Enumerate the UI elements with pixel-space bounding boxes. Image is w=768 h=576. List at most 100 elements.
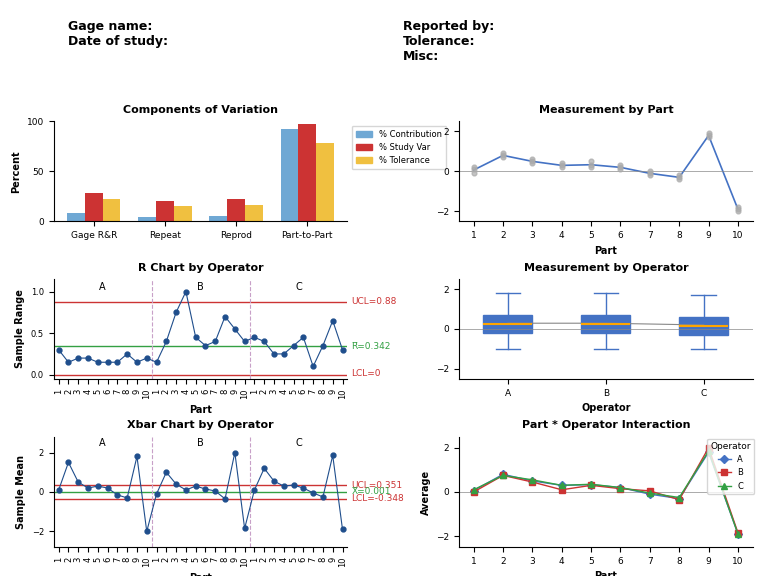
Point [555,159,568,168]
Text: Reported by:
Tolerance:
Misc:: Reported by: Tolerance: Misc: [403,20,495,63]
Title: Components of Variation: Components of Variation [123,105,278,115]
A [498,471,508,478]
Bar [245,205,263,221]
Point [732,207,744,216]
Text: LCL=0: LCL=0 [351,369,381,378]
Bar [103,199,121,221]
Bar [85,194,103,221]
Point [468,165,480,174]
B [674,497,684,503]
Bar [280,130,299,221]
Y-axis label: Average: Average [421,469,431,514]
Line: C: C [471,448,740,537]
Point [703,133,715,142]
Title: Measurement by Part: Measurement by Part [538,105,673,115]
C [645,490,654,497]
C [528,476,537,483]
A [587,481,596,488]
Text: B: B [197,438,204,449]
Bar [138,217,156,221]
C [469,486,478,493]
Point [526,155,538,164]
B [645,487,654,494]
Text: C: C [295,438,302,449]
C [733,530,743,537]
Bar [156,201,174,221]
Text: X̅=0.001: X̅=0.001 [351,487,391,497]
A [733,530,743,537]
C [498,472,508,479]
X-axis label: Part: Part [594,571,617,576]
C [704,448,713,454]
Point [526,159,538,168]
Bar [299,124,316,221]
Text: B: B [197,282,204,292]
Point [644,170,656,180]
B [704,444,713,451]
Text: UCL=0.351: UCL=0.351 [351,480,402,490]
Point [585,161,598,170]
Text: A: A [99,282,106,292]
Point [703,131,715,140]
A [704,449,713,456]
Y-axis label: Sample Range: Sample Range [15,290,25,369]
A [528,478,537,484]
Bar [227,199,245,221]
X-axis label: Part: Part [189,573,212,576]
Point [555,161,568,170]
Text: LCL=-0.348: LCL=-0.348 [351,494,404,503]
Point [644,166,656,176]
Text: UCL=0.88: UCL=0.88 [351,297,396,306]
Point [585,157,598,166]
B [498,472,508,479]
Title: Part * Operator Interaction: Part * Operator Interaction [521,420,690,430]
Text: Gage name:
Date of study:: Gage name: Date of study: [68,20,167,48]
Bar [316,143,334,221]
Point [526,157,538,166]
B [557,486,566,493]
B [616,485,625,492]
Point [497,151,509,160]
Point [673,170,685,180]
A [645,491,654,498]
Legend: % Contribution, % Study Var, % Tolerance: % Contribution, % Study Var, % Tolerance [352,126,446,169]
Point [703,129,715,138]
Point [673,175,685,184]
Line: B: B [471,445,740,536]
Text: A: A [99,438,106,449]
Point [614,163,627,172]
A [469,487,478,494]
Point [614,161,627,170]
A [557,482,566,489]
Y-axis label: Percent: Percent [12,150,22,192]
PathPatch shape [581,314,631,334]
C [587,481,596,488]
B [733,529,743,536]
Text: C: C [295,282,302,292]
Point [732,204,744,214]
PathPatch shape [679,317,728,335]
PathPatch shape [484,314,532,334]
Text: R̅=0.342: R̅=0.342 [351,342,391,351]
Point [555,163,568,172]
Legend: A, B, C: A, B, C [707,439,754,494]
Point [497,153,509,162]
Bar [174,206,192,221]
Point [644,169,656,178]
C [616,484,625,491]
C [557,482,566,489]
Point [468,169,480,178]
Point [614,165,627,174]
X-axis label: Part: Part [594,245,617,256]
Line: A: A [471,449,740,537]
Point [497,149,509,158]
B [587,482,596,489]
Title: Measurement by Operator: Measurement by Operator [524,263,688,273]
A [674,495,684,502]
X-axis label: Part: Part [189,405,212,415]
Bar [67,213,85,221]
Title: R Chart by Operator: R Chart by Operator [137,263,263,273]
Y-axis label: Sample Mean: Sample Mean [16,455,26,529]
Point [468,163,480,172]
Point [673,173,685,182]
